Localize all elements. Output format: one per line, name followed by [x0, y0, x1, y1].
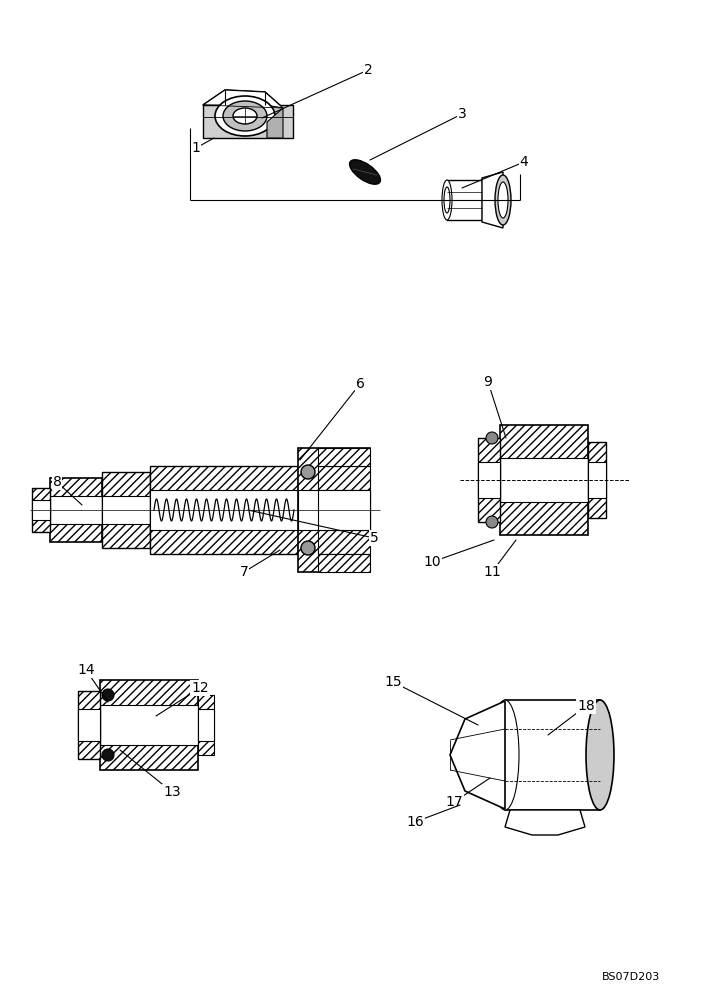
Bar [78, 691, 100, 759]
Polygon shape [203, 90, 283, 108]
Bar [198, 695, 214, 755]
Text: 8: 8 [52, 475, 82, 505]
Ellipse shape [586, 700, 614, 810]
Text: BS07D203: BS07D203 [601, 972, 660, 982]
Bar [50, 496, 102, 524]
Bar [203, 105, 293, 138]
Text: 16: 16 [406, 805, 460, 829]
Bar [102, 496, 150, 524]
Text: 18: 18 [548, 699, 595, 735]
Bar [32, 488, 50, 532]
Ellipse shape [223, 101, 267, 131]
Ellipse shape [486, 432, 498, 444]
Polygon shape [505, 810, 585, 835]
Text: 14: 14 [77, 663, 108, 702]
Bar [318, 554, 370, 572]
Ellipse shape [301, 541, 315, 555]
Bar [32, 500, 50, 520]
Text: 10: 10 [423, 540, 494, 569]
Ellipse shape [486, 516, 498, 528]
Ellipse shape [233, 108, 257, 124]
Bar [318, 448, 370, 466]
Bar [150, 490, 298, 530]
Bar [102, 472, 150, 548]
Bar [100, 705, 198, 745]
Polygon shape [482, 172, 503, 228]
Ellipse shape [301, 465, 315, 479]
Bar [500, 458, 588, 502]
Text: 9: 9 [483, 375, 506, 438]
Text: 6: 6 [300, 377, 364, 460]
Bar [298, 490, 370, 530]
Ellipse shape [215, 96, 275, 136]
Ellipse shape [442, 180, 452, 220]
Ellipse shape [102, 749, 114, 761]
Text: 12: 12 [156, 681, 209, 716]
Text: 1: 1 [192, 138, 214, 155]
Ellipse shape [495, 175, 511, 225]
Ellipse shape [491, 700, 519, 810]
Bar [500, 425, 588, 535]
Text: 5: 5 [248, 510, 378, 545]
Bar [505, 700, 600, 810]
Bar [447, 180, 482, 220]
Bar [478, 462, 500, 498]
Text: 17: 17 [445, 778, 490, 809]
Text: 13: 13 [120, 750, 181, 799]
Bar [588, 462, 606, 498]
Polygon shape [203, 90, 283, 122]
Ellipse shape [444, 187, 450, 213]
Ellipse shape [349, 160, 380, 184]
Polygon shape [450, 701, 505, 809]
Bar [588, 442, 606, 518]
Text: 3: 3 [370, 107, 466, 160]
Text: 7: 7 [240, 550, 280, 579]
Polygon shape [267, 108, 283, 138]
Text: 4: 4 [462, 155, 528, 188]
Bar [78, 709, 100, 741]
Bar [318, 466, 370, 554]
Text: 2: 2 [262, 63, 372, 118]
Text: 15: 15 [384, 675, 478, 725]
Bar [100, 680, 198, 770]
Bar [198, 709, 214, 741]
Ellipse shape [102, 689, 114, 701]
Bar [298, 448, 370, 572]
Bar [50, 478, 102, 542]
Bar [318, 490, 370, 530]
Bar [150, 466, 298, 554]
Ellipse shape [498, 182, 508, 218]
Bar [478, 438, 500, 522]
Text: 11: 11 [483, 540, 516, 579]
